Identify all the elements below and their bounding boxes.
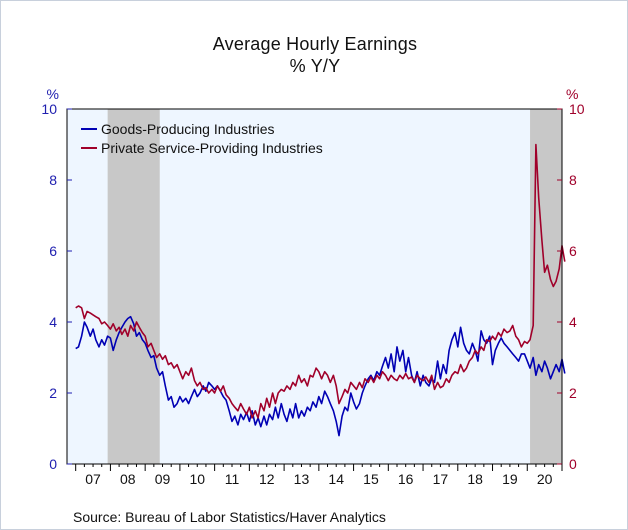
year-label: 13 [294,471,310,487]
year-label: 20 [537,471,553,487]
right-tick-label: 8 [569,172,577,188]
year-label: 16 [398,471,414,487]
left-tick-label: 6 [49,243,57,259]
year-label: 18 [467,471,483,487]
right-axis-unit: % [566,86,578,102]
left-tick-label: 4 [49,314,57,330]
left-axis-unit: % [47,86,59,102]
recession-band-0 [107,109,160,464]
year-label: 07 [85,471,101,487]
recession-shading [107,109,562,464]
year-label: 19 [502,471,518,487]
line-chart: 0 0 2 2 4 4 6 6 8 8 10 10% % 07 08 09 10 11 12 13 14 15 16 17 18… [41,86,584,487]
year-label: 17 [433,471,449,487]
series-line-services [75,143,566,419]
left-tick-label: 0 [49,456,57,472]
chart-subtitle: % Y/Y [289,56,341,76]
year-label: 12 [259,471,275,487]
year-label: 09 [155,471,171,487]
legend-label-goods: Goods-Producing Industries [101,121,275,137]
left-tick-label: 10 [41,101,57,117]
right-tick-label: 0 [569,456,577,472]
right-tick-label: 2 [569,385,577,401]
year-label: 10 [189,471,205,487]
year-label: 15 [363,471,379,487]
plot-border [66,108,563,465]
series-lines [75,143,566,437]
left-tick-label: 8 [49,172,57,188]
year-label: 14 [328,471,344,487]
axes: 0 0 2 2 4 4 6 6 8 8 10 10% % 07 08 09 10 11 12 13 14 15 16 17 18… [41,86,584,487]
left-tick-label: 2 [49,385,57,401]
legend: Goods-Producing Industries Private Servi… [81,121,323,156]
right-tick-label: 6 [569,243,577,259]
right-tick-label: 10 [569,101,585,117]
right-tick-label: 4 [569,314,577,330]
chart-title: Average Hourly Earnings [212,34,418,54]
year-label: 11 [225,471,240,487]
legend-label-services: Private Service-Providing Industries [101,140,323,156]
year-label: 08 [120,471,136,487]
series-line-goods [75,315,566,437]
source-note: Source: Bureau of Labor Statistics/Haver… [73,509,386,525]
